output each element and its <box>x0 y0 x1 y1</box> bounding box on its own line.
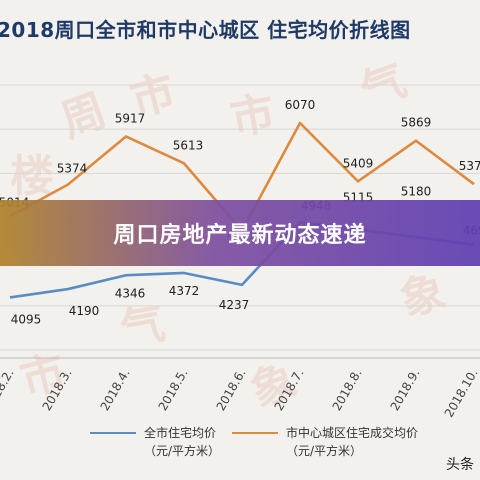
legend-label-citywide-line2: （元/平方米） <box>144 444 221 458</box>
data-label: 5613 <box>173 138 204 152</box>
chart-legend: 全市住宅均价 （元/平方米） 市中心城区住宅成交均价 （元/平方米） <box>90 424 480 468</box>
x-tick-label: 2018.9. <box>388 367 423 414</box>
data-label: 5409 <box>343 156 374 170</box>
legend-item-citywide: 全市住宅均价 （元/平方米） <box>90 424 220 460</box>
legend-label-citywide: 全市住宅均价 （元/平方米） <box>144 424 220 460</box>
data-label: 4095 <box>11 312 42 326</box>
data-label: 5377 <box>459 159 480 173</box>
legend-swatch-blue <box>90 432 136 434</box>
legend-label-citywide-line1: 全市住宅均价 <box>144 426 217 440</box>
data-label-extra: 5180 <box>401 185 432 199</box>
x-tick-label: 2018.6. <box>214 367 249 414</box>
legend-swatch-orange <box>232 432 278 434</box>
watermark-text: 头条 <box>446 457 474 473</box>
banner-title: 周口房地产最新动态速递 <box>113 223 367 248</box>
x-tick-label: 2018.7. <box>272 367 307 414</box>
news-banner[interactable]: 周口房地产最新动态速递 <box>0 200 480 266</box>
data-label: 5917 <box>115 111 146 125</box>
data-label: 4237 <box>219 298 250 312</box>
data-label: 4372 <box>169 284 200 298</box>
data-label: 4190 <box>69 304 100 318</box>
data-label: 4346 <box>115 286 146 300</box>
legend-label-center-line2: （元/平方米） <box>286 444 363 458</box>
legend-item-center: 市中心城区住宅成交均价 （元/平方米） <box>232 424 418 460</box>
x-tick-label: 2018.8. <box>330 367 365 414</box>
x-tick-label: 2018.2. <box>0 367 17 414</box>
data-label: 6070 <box>285 98 316 112</box>
x-tick-label: 2018.4. <box>98 367 133 414</box>
legend-label-center: 市中心城区住宅成交均价 （元/平方米） <box>286 424 418 460</box>
data-label: 5869 <box>401 116 432 130</box>
x-tick-label: 2018.5. <box>156 367 191 414</box>
x-tick-label: 2018.3. <box>40 367 75 414</box>
legend-label-center-line1: 市中心城区住宅成交均价 <box>286 426 419 440</box>
watermark-char: 楼 <box>10 151 54 202</box>
data-label: 5374 <box>57 161 88 175</box>
chart-title-text: 2018周口全市和市中心城区 住宅均价折线图 <box>0 18 411 42</box>
x-tick-label: 2018.10. <box>442 367 480 420</box>
